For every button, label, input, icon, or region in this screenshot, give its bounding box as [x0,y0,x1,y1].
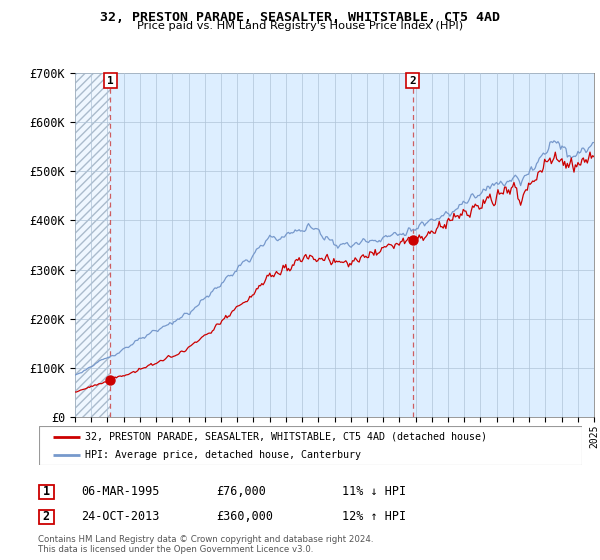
Text: £76,000: £76,000 [216,485,266,498]
Text: Price paid vs. HM Land Registry's House Price Index (HPI): Price paid vs. HM Land Registry's House … [137,21,463,31]
Text: £360,000: £360,000 [216,510,273,524]
Text: HPI: Average price, detached house, Canterbury: HPI: Average price, detached house, Cant… [85,450,361,460]
Bar [75,73,110,417]
FancyBboxPatch shape [39,426,582,465]
FancyBboxPatch shape [38,484,54,499]
Text: 32, PRESTON PARADE, SEASALTER, WHITSTABLE, CT5 4AD (detached house): 32, PRESTON PARADE, SEASALTER, WHITSTABL… [85,432,487,442]
FancyBboxPatch shape [38,510,54,524]
Text: 1: 1 [43,485,50,498]
Text: 06-MAR-1995: 06-MAR-1995 [81,485,160,498]
Text: 12% ↑ HPI: 12% ↑ HPI [342,510,406,524]
Text: 1: 1 [107,76,114,86]
Text: 11% ↓ HPI: 11% ↓ HPI [342,485,406,498]
Text: 2: 2 [409,76,416,86]
Text: 24-OCT-2013: 24-OCT-2013 [81,510,160,524]
Text: 32, PRESTON PARADE, SEASALTER, WHITSTABLE, CT5 4AD: 32, PRESTON PARADE, SEASALTER, WHITSTABL… [100,11,500,24]
Text: 2: 2 [43,510,50,524]
Text: Contains HM Land Registry data © Crown copyright and database right 2024.
This d: Contains HM Land Registry data © Crown c… [38,535,373,554]
Bar [75,73,110,417]
